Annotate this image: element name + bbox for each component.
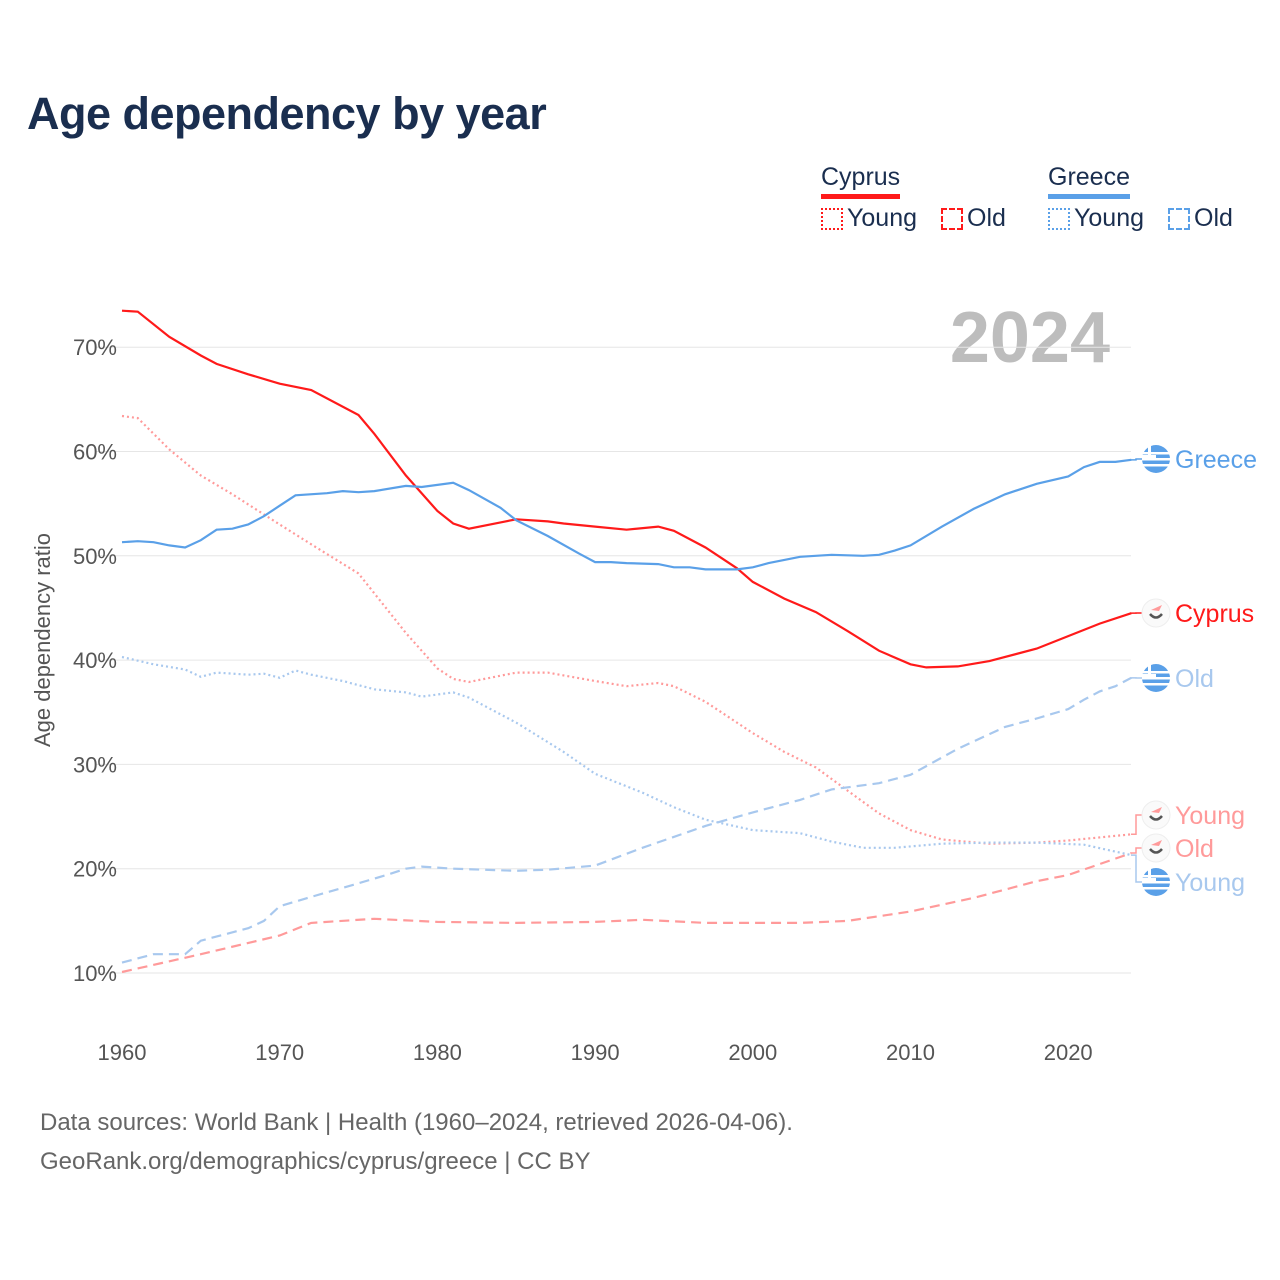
source-text: Data sources: World Bank | Health (1960–…: [40, 1109, 793, 1136]
dashed-swatch-icon: [1168, 207, 1190, 230]
flag-cross: [1148, 445, 1151, 458]
flag-island: [1151, 840, 1162, 846]
y-tick-label: 50%: [73, 544, 117, 569]
source-link[interactable]: GeoRank.org/demographics/cyprus/greece |…: [40, 1148, 591, 1175]
legend-cyprus-young[interactable]: Young: [821, 204, 917, 233]
x-tick-label: 1960: [98, 1040, 147, 1065]
flag-stripe: [1142, 671, 1170, 674]
flag-cross: [1148, 868, 1151, 881]
flag-branches: [1149, 848, 1163, 854]
label-connector: [1131, 847, 1142, 854]
x-tick-label: 2000: [728, 1040, 777, 1065]
series-line-greece: [121, 458, 1132, 571]
legend-label: Young: [1074, 204, 1144, 232]
x-tick-label: 1990: [571, 1040, 620, 1065]
flag-branches: [1149, 613, 1163, 619]
y-tick-label: 60%: [73, 440, 117, 465]
flag-stripe: [1142, 875, 1170, 878]
legend-greece-young[interactable]: Young: [1048, 204, 1144, 233]
flag-bg: [1141, 800, 1171, 830]
flag-island: [1151, 807, 1162, 813]
flag-stripe: [1142, 887, 1170, 890]
y-tick-label: 70%: [73, 335, 117, 360]
label-connector: [1131, 458, 1142, 461]
y-tick-label: 20%: [73, 857, 117, 882]
y-tick-label: 10%: [73, 961, 117, 986]
end-label: Young: [1175, 802, 1245, 830]
end-label: Old: [1175, 835, 1214, 863]
greece-flag-icon: [1142, 868, 1170, 896]
legend-greece[interactable]: Greece: [1048, 163, 1130, 199]
label-connector: [1131, 854, 1142, 883]
chart-title: Age dependency by year: [27, 88, 547, 139]
flag-cross: [1148, 664, 1151, 677]
flag-island: [1151, 605, 1162, 611]
legend-label: Old: [967, 204, 1006, 232]
end-label: Cyprus: [1175, 600, 1254, 628]
series-line-cyprus-old: [121, 852, 1132, 974]
greece-flag-icon: [1142, 445, 1170, 473]
x-tick-label: 2020: [1044, 1040, 1093, 1065]
end-label: Old: [1175, 665, 1214, 693]
greece-flag-icon: [1142, 664, 1170, 692]
flag-stripe: [1142, 677, 1170, 680]
x-tick-label: 2010: [886, 1040, 935, 1065]
end-label: Greece: [1175, 446, 1257, 474]
y-tick-label: 30%: [73, 752, 117, 777]
legend-cyprus-old[interactable]: Old: [941, 204, 1006, 233]
flag-stripe: [1142, 881, 1170, 884]
x-tick-label: 1970: [255, 1040, 304, 1065]
series-line-cyprus-young: [121, 414, 1132, 845]
series-line-greece-young: [121, 655, 1132, 857]
legend-greece-old[interactable]: Old: [1168, 204, 1233, 233]
cyprus-flag-icon: [1141, 833, 1171, 863]
y-axis-label: Age dependency ratio: [30, 533, 55, 747]
legend-label: Young: [847, 204, 917, 232]
y-tick-label: 40%: [73, 648, 117, 673]
legend-label: Old: [1194, 204, 1233, 232]
flag-stripe: [1142, 458, 1170, 461]
flag-stripe: [1142, 683, 1170, 686]
legend-cyprus[interactable]: Cyprus: [821, 163, 901, 199]
x-tick-label: 1980: [413, 1040, 462, 1065]
cyprus-flag-icon: [1141, 598, 1171, 628]
series-line-greece-old: [121, 676, 1132, 964]
end-label: Young: [1175, 869, 1245, 897]
dotted-swatch-icon: [1048, 207, 1070, 230]
flag-bg: [1141, 598, 1171, 628]
flag-branches: [1149, 815, 1163, 821]
flag-stripe: [1142, 464, 1170, 467]
dotted-swatch-icon: [821, 207, 843, 230]
cyprus-flag-icon: [1141, 800, 1171, 830]
dashed-swatch-icon: [941, 207, 963, 230]
series-line-cyprus: [121, 309, 1132, 669]
flag-stripe: [1142, 452, 1170, 455]
label-connector: [1131, 814, 1142, 836]
year-watermark: 2024: [950, 298, 1110, 378]
flag-bg: [1141, 833, 1171, 863]
